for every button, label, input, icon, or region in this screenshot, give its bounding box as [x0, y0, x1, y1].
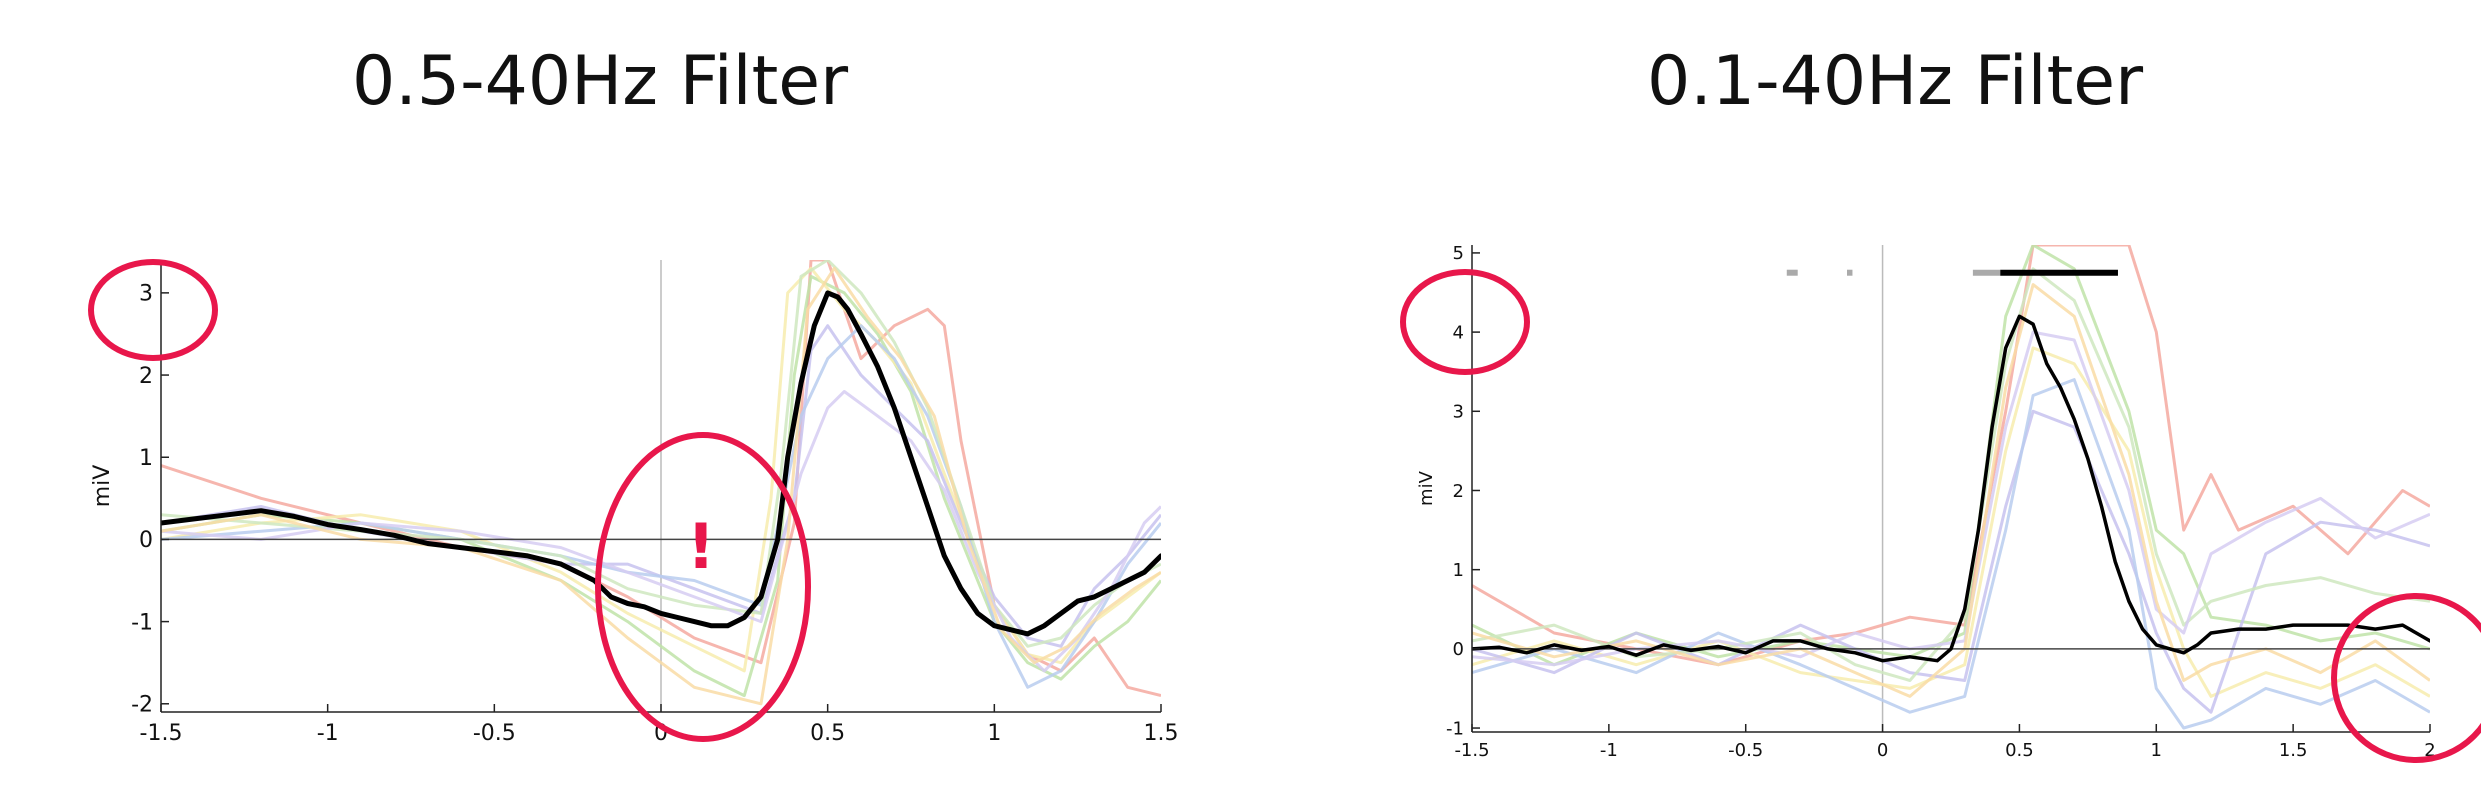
individual-trace-6	[161, 260, 1161, 648]
individual-trace-6	[1472, 267, 2430, 682]
y-tick-label: -1	[131, 610, 153, 635]
x-tick-label: -1.5	[1454, 740, 1489, 761]
x-tick-label: -1	[1600, 740, 1618, 761]
x-tick-label: -0.5	[473, 721, 516, 746]
individual-traces	[1472, 245, 2430, 730]
average-trace-group	[1472, 314, 2430, 663]
x-tick-label: -0.5	[1728, 740, 1763, 761]
x-tick-label: 1	[2151, 740, 2162, 761]
x-tick-label: 1.5	[1144, 721, 1179, 746]
x-tick-label: 0.5	[2005, 740, 2034, 761]
chart-title-left: 0.5-40Hz Filter	[351, 42, 849, 121]
x-tick-label: 0.5	[810, 721, 845, 746]
x-tick-label: 2	[2424, 740, 2435, 761]
individual-trace-7	[1472, 330, 2430, 667]
y-tick-label: -1	[1446, 718, 1464, 739]
y-tick-label: 3	[139, 282, 153, 307]
highlight-ellipse-prestim	[595, 432, 811, 742]
y-tick-label: 5	[1453, 243, 1464, 264]
y-tick-label: 0	[139, 528, 153, 553]
highlight-circle-baseline	[2331, 593, 2481, 763]
individual-trace-2	[1472, 245, 2430, 667]
average-trace	[161, 290, 1161, 637]
x-tick-label: 0	[1877, 740, 1888, 761]
y-tick-label: 2	[139, 364, 153, 389]
x-tick-label: -1.5	[140, 721, 183, 746]
y-tick-label: 4	[1453, 322, 1464, 343]
x-tick-label: 1.5	[2279, 740, 2308, 761]
y-tick-label: -2	[131, 692, 153, 717]
individual-trace-5	[1472, 378, 2430, 730]
chart-title-right: 0.1-40Hz Filter	[1646, 42, 2144, 121]
y-tick-label: 2	[1453, 481, 1464, 502]
y-tick-label: 1	[139, 446, 153, 471]
y-tick-label: 1	[1453, 560, 1464, 581]
individual-trace-7	[161, 390, 1161, 673]
y-axis-label: miV	[90, 465, 115, 508]
x-tick-label: 1	[987, 721, 1001, 746]
y-tick-label: 0	[1453, 639, 1464, 660]
y-tick-label: 3	[1453, 402, 1464, 423]
highlight-circle-ytick	[88, 259, 218, 361]
individual-trace-8	[161, 266, 1161, 706]
individual-trace-1	[1472, 245, 2430, 667]
average-trace-group	[161, 290, 1161, 637]
exclamation-mark: !	[687, 510, 715, 583]
x-tick-label: -1	[317, 721, 339, 746]
average-trace	[1472, 314, 2430, 663]
y-axis-label: miV	[1416, 470, 1437, 506]
highlight-circle-ytick	[1400, 269, 1530, 375]
